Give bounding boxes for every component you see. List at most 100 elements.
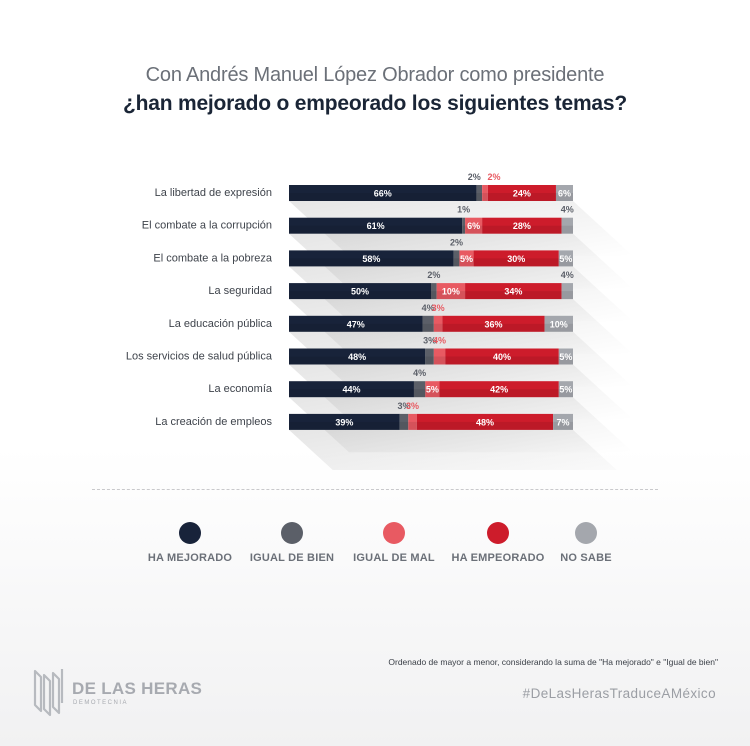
- bar-segment-shade: [289, 389, 414, 398]
- bar-segment: [453, 250, 460, 267]
- bar-segment: [289, 250, 454, 267]
- bar-segment-shade: [413, 389, 426, 398]
- hashtag: #DeLasHerasTraduceAMéxico: [522, 686, 716, 701]
- bar-segment-shade: [453, 258, 460, 267]
- legend-item-no-sabe: NO SABE: [526, 522, 646, 564]
- bar-segment: [436, 283, 466, 300]
- data-label: 5%: [460, 254, 473, 264]
- bar-segment: [482, 217, 562, 234]
- data-label: 6%: [558, 189, 571, 199]
- category-label: La seguridad: [208, 285, 272, 297]
- bar-segment: [473, 250, 559, 267]
- bar-segment: [289, 381, 414, 398]
- bar-shadow: [289, 429, 617, 470]
- data-label: 1%: [457, 205, 470, 215]
- legend-label: IGUAL DE BIEN: [249, 552, 335, 564]
- bar-segment: [465, 283, 562, 300]
- category-label: La economía: [208, 383, 272, 395]
- bar-segment-shade: [289, 421, 400, 430]
- data-label: 2%: [487, 172, 500, 182]
- title-line-2: ¿han mejorado o empeorado los siguientes…: [122, 92, 628, 115]
- bar-segment: [561, 217, 573, 234]
- data-label: 42%: [490, 385, 508, 395]
- bar-segment: [399, 413, 409, 430]
- data-label: 5%: [559, 352, 572, 362]
- bar-segment: [476, 185, 483, 201]
- bar-segment: [433, 348, 446, 365]
- data-label: 66%: [374, 189, 392, 199]
- bar-segment-shade: [558, 389, 573, 398]
- bar-segment-shade: [436, 291, 466, 300]
- data-label: 10%: [550, 319, 568, 329]
- bar-segment-shade: [473, 258, 559, 267]
- data-label: 5%: [559, 254, 572, 264]
- legend-dot-igual-de-mal: [383, 522, 405, 544]
- category-label: El combate a la pobreza: [153, 252, 273, 264]
- sort-note: Ordenado de mayor a menor, considerando …: [388, 657, 718, 667]
- logo-name: DE LAS HERAS: [72, 679, 203, 698]
- data-label: 44%: [342, 385, 360, 395]
- bar-segment-shade: [433, 323, 443, 332]
- data-label: 4%: [413, 368, 426, 378]
- bar-segment-shade: [289, 291, 431, 300]
- bar-segment-shade: [399, 421, 409, 430]
- data-label: 30%: [507, 254, 525, 264]
- data-label: 7%: [557, 417, 570, 427]
- bar-segment-shade: [425, 389, 440, 398]
- legend-dot-no-sabe: [575, 522, 597, 544]
- bar-segment: [439, 381, 559, 398]
- bar-segment-shade: [558, 258, 573, 267]
- bar-segment-shade: [459, 258, 474, 267]
- bar-segment: [289, 185, 477, 201]
- bar-segment: [465, 217, 483, 234]
- legend-dot-ha-empeorado: [487, 522, 509, 544]
- bar-segment: [462, 217, 466, 234]
- data-label: 3%: [398, 401, 411, 411]
- bar-segment: [433, 315, 443, 332]
- bar-segment: [558, 250, 573, 267]
- bar-segment: [459, 250, 474, 267]
- category-label: La libertad de expresión: [155, 187, 272, 199]
- data-label: 61%: [367, 221, 385, 231]
- bar-segment-shade: [422, 323, 434, 332]
- bar-segment-shade: [482, 225, 562, 234]
- bar-segment: [425, 381, 440, 398]
- bar-segment-shade: [555, 193, 573, 201]
- data-label: 4%: [422, 303, 435, 313]
- bar-segment: [561, 283, 573, 300]
- bar-segment: [558, 381, 573, 398]
- bar-segment-shade: [439, 389, 559, 398]
- bar-segment: [553, 413, 573, 430]
- bar-segment-shade: [482, 193, 488, 201]
- bar-segment: [289, 413, 400, 430]
- category-label: La creación de empleos: [155, 416, 272, 428]
- legend-label: NO SABE: [560, 552, 612, 564]
- data-label: 36%: [484, 319, 502, 329]
- legend-item-igual-de-mal: IGUAL DE MAL: [334, 522, 454, 564]
- data-label: 5%: [559, 385, 572, 395]
- data-label: 47%: [347, 319, 365, 329]
- bar-segment-shade: [416, 421, 554, 430]
- legend-label: HA MEJORADO: [147, 552, 233, 564]
- bar-segment-shade: [433, 356, 446, 365]
- bar-segment: [431, 283, 437, 300]
- data-label: 4%: [433, 336, 446, 346]
- legend-item-ha-empeorado: HA EMPEORADO: [438, 522, 558, 564]
- bar-segment: [416, 413, 554, 430]
- bar-segment-shade: [289, 356, 426, 365]
- data-label: 3%: [423, 336, 436, 346]
- bar-segment-shade: [558, 356, 573, 365]
- legend-dot-igual-de-bien: [281, 522, 303, 544]
- stacked-bar-chart: La libertad de expresión 66% 2% 2% 24% 6% El c…: [126, 172, 633, 470]
- data-label: 2%: [468, 172, 481, 182]
- data-label: 28%: [513, 221, 531, 231]
- data-label: 58%: [362, 254, 380, 264]
- data-label: 39%: [335, 417, 353, 427]
- bar-segment: [289, 348, 426, 365]
- data-label: 34%: [504, 287, 522, 297]
- data-label: 2%: [450, 237, 463, 247]
- category-label: Los servicios de salud pública: [126, 351, 273, 363]
- bar-segment: [289, 315, 423, 332]
- bar-segment-shade: [289, 193, 477, 201]
- legend-label: HA EMPEORADO: [451, 552, 545, 564]
